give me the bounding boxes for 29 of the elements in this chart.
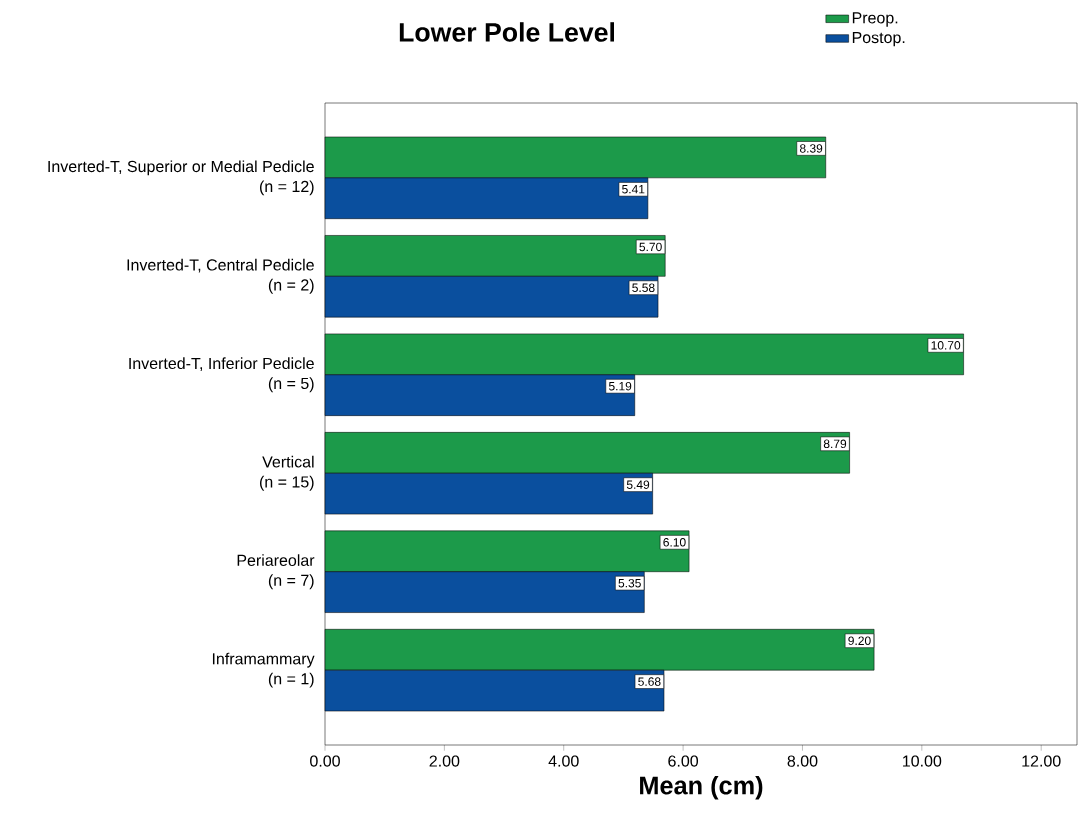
y-tick-label: Inframammary (n = 1) xyxy=(212,652,315,688)
x-tick-label: 4.00 xyxy=(548,755,579,767)
y-tick-label: Periareolar (n = 7) xyxy=(237,554,315,590)
data-label: 5.35 xyxy=(618,578,641,588)
x-axis-title: Mean (cm) xyxy=(640,775,763,800)
x-tick-label: 10.00 xyxy=(903,755,942,767)
x-tick-label: 0.00 xyxy=(310,755,340,767)
x-tick-label: 8.00 xyxy=(787,755,818,767)
y-tick-label: Inverted-T, Superior or Medial Pedicle (n = 12) xyxy=(48,160,314,196)
data-label: 8.79 xyxy=(823,439,847,449)
y-tick-label: Inverted-T, Central Pedicle (n = 2) xyxy=(127,258,314,294)
data-label: 5.41 xyxy=(622,185,645,194)
chart-title: Lower Pole Level xyxy=(399,22,615,42)
x-tick-label: 6.00 xyxy=(668,755,699,767)
data-label: 5.19 xyxy=(608,381,632,391)
x-tick-label: 12.00 xyxy=(1022,755,1061,767)
legend-label: Postop. xyxy=(852,31,905,47)
y-tick-label: Vertical (n = 15) xyxy=(260,455,314,491)
data-label: 6.10 xyxy=(663,538,686,547)
data-label: 5.70 xyxy=(639,242,662,252)
data-label: 5.49 xyxy=(626,480,650,489)
x-tick-label: 2.00 xyxy=(429,755,460,767)
data-label: 8.39 xyxy=(799,144,823,153)
data-label: 10.70 xyxy=(931,341,961,350)
data-label: 5.58 xyxy=(632,283,655,292)
legend-label: Preop. xyxy=(852,12,898,27)
data-label: 5.68 xyxy=(638,677,661,686)
data-label: 9.20 xyxy=(848,636,871,646)
y-tick-label: Inverted-T, Inferior Pedicle (n = 5) xyxy=(129,357,314,393)
